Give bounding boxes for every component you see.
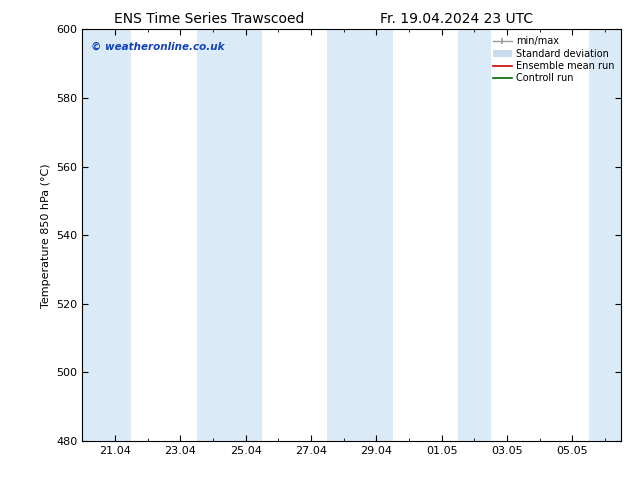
Text: ENS Time Series Trawscoed: ENS Time Series Trawscoed xyxy=(114,12,304,26)
Bar xyxy=(197,29,262,441)
Text: Fr. 19.04.2024 23 UTC: Fr. 19.04.2024 23 UTC xyxy=(380,12,533,26)
Bar xyxy=(588,29,634,441)
Bar xyxy=(82,29,131,441)
Y-axis label: Temperature 850 hPa (°C): Temperature 850 hPa (°C) xyxy=(41,163,51,308)
Text: © weatheronline.co.uk: © weatheronline.co.uk xyxy=(91,42,224,52)
Bar xyxy=(327,29,392,441)
Bar xyxy=(458,29,491,441)
Legend: min/max, Standard deviation, Ensemble mean run, Controll run: min/max, Standard deviation, Ensemble me… xyxy=(491,34,616,85)
